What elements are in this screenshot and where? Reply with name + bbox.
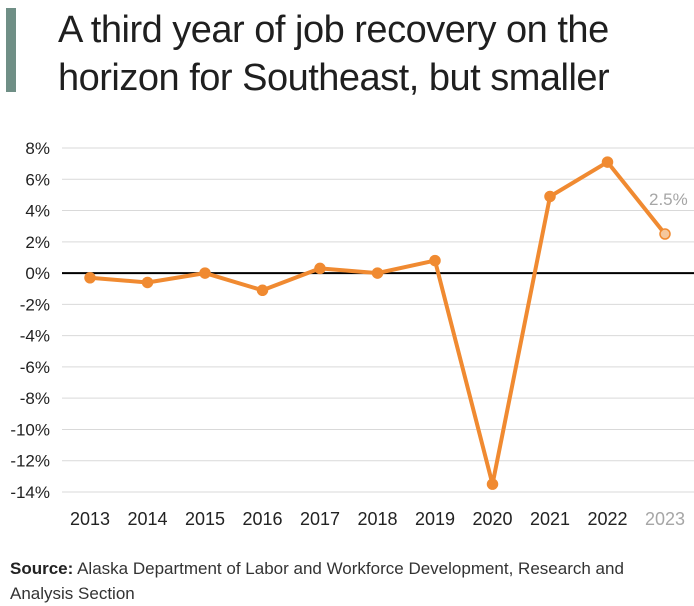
y-tick-label: -8% (20, 389, 50, 408)
data-point (429, 254, 441, 267)
data-point (601, 156, 614, 168)
x-tick-label: 2015 (185, 509, 225, 529)
data-point (314, 262, 326, 275)
gridlines (62, 147, 694, 493)
x-tick-label: 2013 (70, 509, 110, 529)
data-point (256, 284, 269, 297)
data-point (371, 267, 384, 279)
y-axis-tick-labels: 8% 6% 4% 2% 0% -2% -4% -6% -8% -10% -12% -14% (10, 139, 50, 502)
y-tick-label: -2% (20, 295, 50, 314)
chart-title: A third year of job recovery on the hori… (58, 9, 610, 99)
data-point (544, 190, 556, 203)
data-point (84, 272, 96, 284)
line-chart: 8%6%4%2%0%-2%-4%-6%-8%-10%-12%-14% 2013 2… (10, 139, 694, 529)
x-tick-label: 2021 (530, 509, 570, 529)
data-point (486, 478, 499, 490)
x-tick-label: 2018 (357, 509, 397, 529)
x-tick-label: 2022 (587, 509, 627, 529)
y-tick-label: -14% (10, 483, 50, 502)
x-tick-label: 2014 (127, 509, 167, 529)
y-tick-label: 8% (25, 139, 50, 158)
y-tick-label: 6% (25, 170, 50, 189)
y-tick-label: 4% (25, 202, 50, 221)
title-accent-bar (6, 8, 16, 92)
x-tick-label: 2020 (472, 509, 512, 529)
y-tick-label: 0% (25, 264, 50, 283)
forecast-point (659, 228, 671, 240)
x-tick-label: 2017 (300, 509, 340, 529)
forecast-annotation: 2.5% (649, 190, 688, 209)
x-tick-label: 2023 (645, 509, 685, 529)
y-tick-label: -6% (20, 358, 50, 377)
x-tick-label: 2019 (415, 509, 455, 529)
y-tick-label: 2% (25, 233, 50, 252)
annotations: 2.5% (649, 190, 688, 209)
data-point (141, 276, 154, 289)
x-tick-label: 2016 (242, 509, 282, 529)
y-tick-label: -4% (20, 327, 50, 346)
data-point (199, 267, 211, 279)
y-tick-label: -10% (10, 420, 50, 439)
x-axis-tick-labels: 2013 2014 2015 2016 2017 2018 2019 2020 2021 2022… (70, 509, 685, 529)
source-label: Source: (10, 559, 74, 578)
series-points (84, 156, 671, 490)
source-text: Alaska Department of Labor and Workforce… (10, 559, 624, 603)
y-tick-label: -12% (10, 452, 50, 471)
source-note: Source: Alaska Department of Labor and W… (10, 556, 690, 606)
